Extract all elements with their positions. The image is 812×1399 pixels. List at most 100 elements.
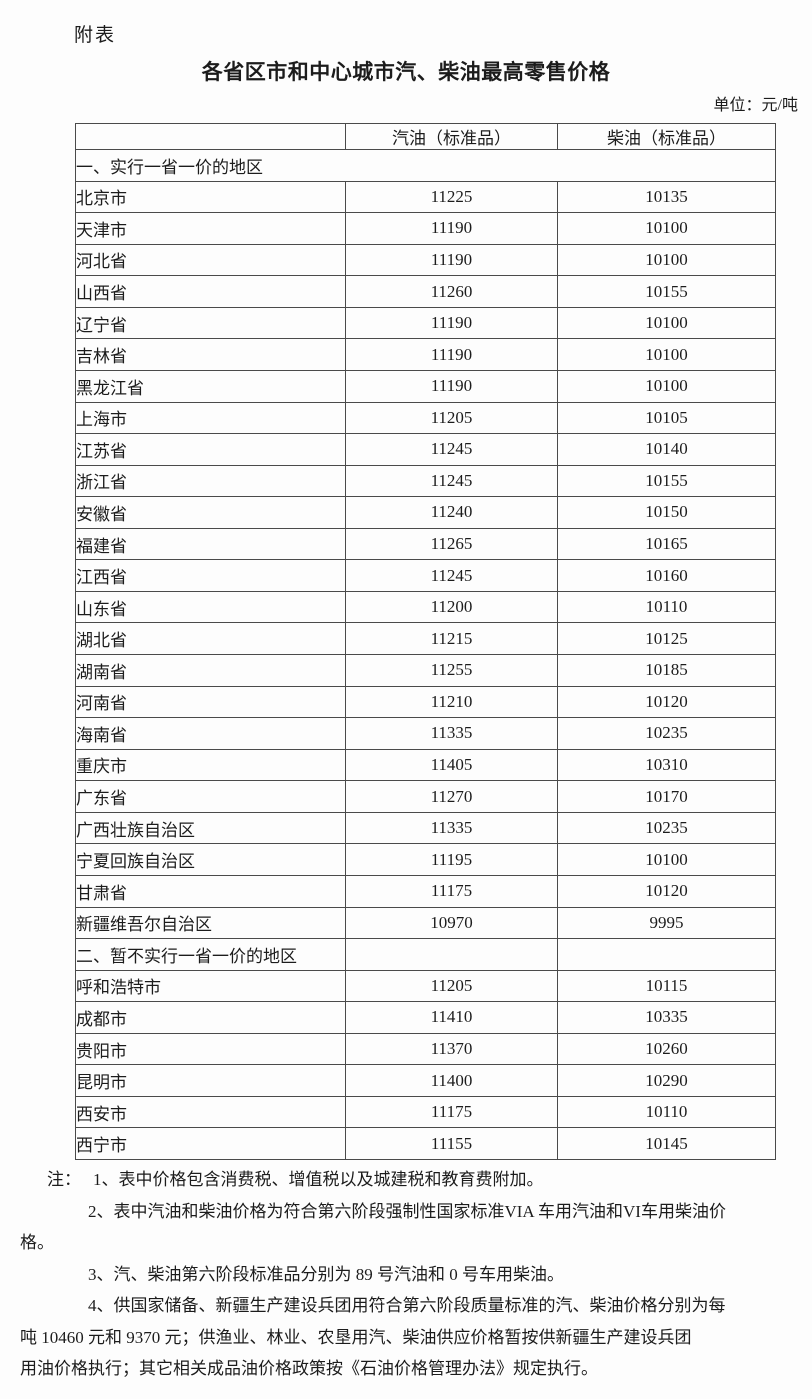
table-row: 浙江省 11245 10155 (75, 464, 776, 498)
region-cell: 辽宁省 (75, 306, 346, 340)
region-cell: 江苏省 (75, 433, 346, 466)
diesel-price-cell: 10100 (557, 212, 776, 245)
diesel-price-cell: 10335 (557, 1001, 776, 1034)
diesel-price-cell: 10185 (557, 654, 776, 687)
table-row: 河北省 11190 10100 (75, 243, 776, 277)
gasoline-price-cell: 11210 (345, 685, 558, 719)
diesel-price-cell: 10100 (557, 306, 776, 340)
table-row: 宁夏回族自治区 11195 10100 (75, 843, 776, 876)
region-cell: 甘肃省 (75, 874, 346, 908)
section-header-row: 一、实行一省一价的地区 (75, 149, 776, 182)
table-row: 辽宁省 11190 10100 (75, 306, 776, 340)
table-row: 山东省 11200 10110 (75, 590, 776, 624)
table-row: 福建省 11265 10165 (75, 527, 776, 561)
table-row: 江西省 11245 10160 (75, 559, 776, 592)
region-cell: 广东省 (75, 780, 346, 813)
region-cell: 贵阳市 (75, 1032, 346, 1066)
gasoline-price-cell: 11405 (345, 748, 558, 782)
diesel-price-cell: 10125 (557, 622, 776, 655)
diesel-price-cell: 10100 (557, 369, 776, 403)
diesel-price-cell: 10120 (557, 685, 776, 719)
gasoline-price-cell: 11245 (345, 433, 558, 466)
gasoline-price-cell: 11410 (345, 1001, 558, 1034)
region-cell: 山西省 (75, 275, 346, 308)
region-cell: 成都市 (75, 1001, 346, 1034)
gasoline-price-cell: 11190 (345, 212, 558, 245)
table-row: 天津市 11190 10100 (75, 212, 776, 245)
region-cell: 宁夏回族自治区 (75, 843, 346, 876)
table-row: 成都市 11410 10335 (75, 1001, 776, 1034)
diesel-price-cell: 9995 (557, 906, 776, 940)
gasoline-price-cell: 11400 (345, 1064, 558, 1097)
note-3: 3、汽、柴油第六阶段标准品分别为 89 号汽油和 0 号车用柴油。 (88, 1264, 564, 1284)
diesel-price-cell: 10100 (557, 338, 776, 371)
diesel-price-cell: 10115 (557, 969, 776, 1003)
table-row: 昆明市 11400 10290 (75, 1064, 776, 1097)
column-header-region (75, 123, 346, 150)
diesel-price-cell: 10165 (557, 527, 776, 561)
region-cell: 江西省 (75, 559, 346, 592)
notes-block: 注： 1、表中价格包含消费税、增值税以及城建税和教育费附加。 2、表中汽油和柴油价… (20, 1164, 796, 1385)
region-cell: 昆明市 (75, 1064, 346, 1097)
column-header-gasoline: 汽油（标准品） (345, 123, 558, 150)
appendix-tag: 附表 (74, 25, 117, 46)
price-table: 汽油（标准品） 柴油（标准品） 一、实行一省一价的地区 北京市 11225 10135… (75, 123, 776, 1160)
table-row: 呼和浩特市 11205 10115 (75, 969, 776, 1003)
table-row: 西安市 11175 10110 (75, 1095, 776, 1129)
diesel-price-cell: 10310 (557, 748, 776, 782)
gasoline-price-cell: 11190 (345, 369, 558, 403)
region-cell: 天津市 (75, 212, 346, 245)
gasoline-price-cell: 11335 (345, 811, 558, 845)
gasoline-price-cell: 11195 (345, 843, 558, 876)
gasoline-price-cell: 11265 (345, 527, 558, 561)
table-row: 河南省 11210 10120 (75, 685, 776, 719)
diesel-price-cell: 10135 (557, 180, 776, 214)
table-row: 海南省 11335 10235 (75, 717, 776, 750)
section-label: 一、实行一省一价的地区 (75, 149, 776, 182)
gasoline-price-cell: 11335 (345, 717, 558, 750)
diesel-price-cell: 10100 (557, 243, 776, 277)
diesel-price-cell: 10140 (557, 433, 776, 466)
gasoline-price-cell: 11225 (345, 180, 558, 214)
table-row: 吉林省 11190 10100 (75, 338, 776, 371)
diesel-price-cell: 10145 (557, 1127, 776, 1160)
region-cell: 福建省 (75, 527, 346, 561)
diesel-price-cell: 10105 (557, 401, 776, 435)
table-row: 湖北省 11215 10125 (75, 622, 776, 655)
gasoline-price-cell: 11245 (345, 464, 558, 498)
gasoline-price-cell: 11175 (345, 874, 558, 908)
table-row: 新疆维吾尔自治区 10970 9995 (75, 906, 776, 940)
table-row: 北京市 11225 10135 (75, 180, 776, 214)
gasoline-price-cell: 11155 (345, 1127, 558, 1160)
region-cell: 呼和浩特市 (75, 969, 346, 1003)
region-cell: 北京市 (75, 180, 346, 214)
gasoline-price-cell: 11215 (345, 622, 558, 655)
region-cell: 海南省 (75, 717, 346, 750)
page-title: 各省区市和中心城市汽、柴油最高零售价格 (201, 61, 611, 84)
diesel-price-cell: 10150 (557, 496, 776, 529)
region-cell: 西宁市 (75, 1127, 346, 1160)
region-cell: 黑龙江省 (75, 369, 346, 403)
section-header-row: 二、暂不实行一省一价的地区 (75, 938, 776, 971)
table-row: 黑龙江省 11190 10100 (75, 369, 776, 403)
table-row: 广东省 11270 10170 (75, 780, 776, 813)
region-cell: 广西壮族自治区 (75, 811, 346, 845)
section-label: 二、暂不实行一省一价的地区 (75, 938, 346, 971)
gasoline-price-cell: 11200 (345, 590, 558, 624)
region-cell: 吉林省 (75, 338, 346, 371)
gasoline-price-cell: 11260 (345, 275, 558, 308)
region-cell: 重庆市 (75, 748, 346, 782)
note-1-text: 1、表中价格包含消费税、增值税以及城建税和教育费附加。 (93, 1170, 544, 1189)
gasoline-price-cell: 11205 (345, 969, 558, 1003)
gasoline-price-cell: 10970 (345, 906, 558, 940)
region-cell: 山东省 (75, 590, 346, 624)
table-header-row: 汽油（标准品） 柴油（标准品） (75, 123, 776, 150)
diesel-price-cell: 10120 (557, 874, 776, 908)
gasoline-price-cell: 11270 (345, 780, 558, 813)
gasoline-price-cell: 11205 (345, 401, 558, 435)
diesel-price-cell: 10110 (557, 1095, 776, 1129)
table-row: 西宁市 11155 10145 (75, 1127, 776, 1160)
region-cell: 新疆维吾尔自治区 (75, 906, 346, 940)
table-row: 湖南省 11255 10185 (75, 654, 776, 687)
